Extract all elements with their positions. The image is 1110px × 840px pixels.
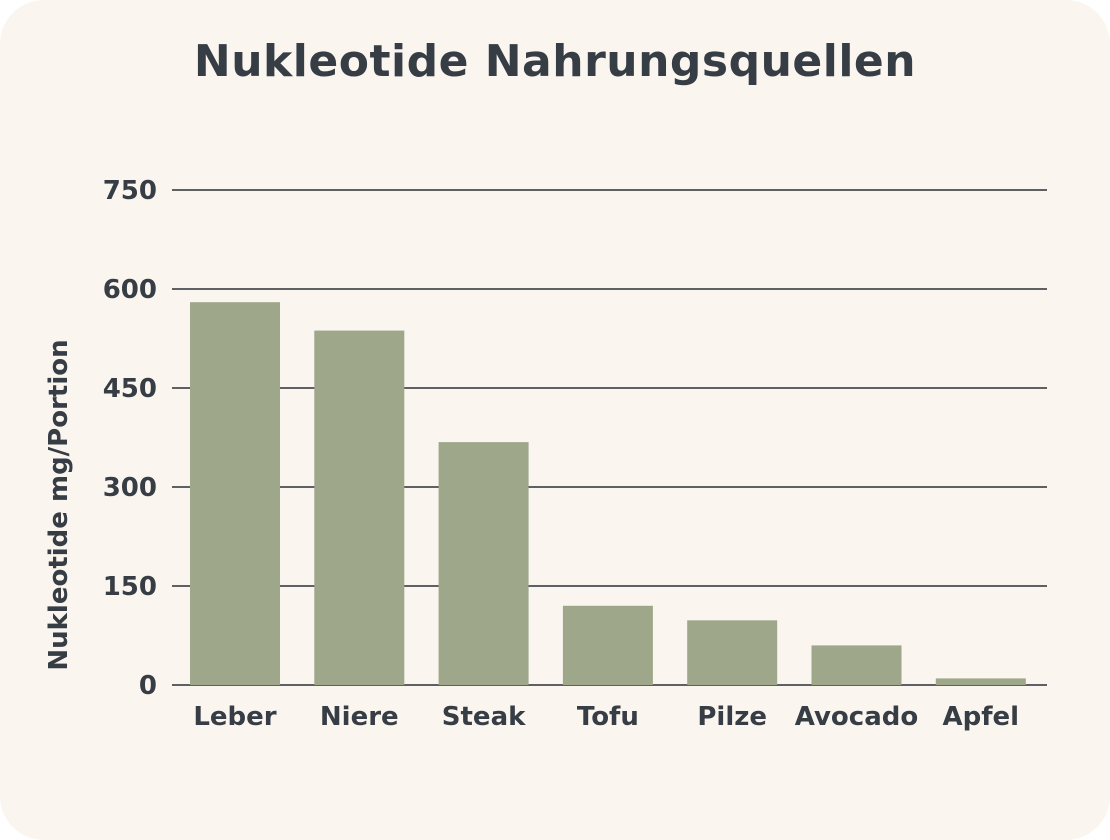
y-tick-labels: 0 150 300 450 600 750 bbox=[103, 176, 157, 701]
x-tick-label: Pilze bbox=[697, 702, 767, 732]
x-tick-label: Steak bbox=[442, 702, 526, 732]
bars bbox=[190, 302, 1026, 685]
x-tick-labels: Leber Niere Steak Tofu Pilze Avocado Apfel bbox=[193, 702, 1019, 732]
x-tick-label: Leber bbox=[193, 702, 276, 732]
y-axis-label: Nukleotide mg/Portion bbox=[44, 339, 74, 670]
bar-avocado bbox=[811, 645, 902, 685]
y-tick-label: 150 bbox=[103, 572, 157, 602]
x-tick-label: Apfel bbox=[943, 702, 1020, 732]
y-tick-label: 0 bbox=[139, 671, 157, 701]
bar-tofu bbox=[562, 605, 653, 685]
chart-title: Nukleotide Nahrungsquellen bbox=[193, 36, 917, 87]
bar-apfel bbox=[935, 678, 1026, 685]
bar-leber bbox=[190, 302, 280, 685]
bar-pilze bbox=[687, 620, 778, 685]
y-tick-label: 600 bbox=[103, 275, 157, 305]
x-tick-label: Niere bbox=[320, 702, 399, 732]
bar-niere bbox=[314, 330, 405, 685]
y-tick-label: 450 bbox=[103, 374, 157, 404]
x-tick-label: Tofu bbox=[577, 702, 639, 732]
y-tick-label: 750 bbox=[103, 176, 157, 206]
bar-steak bbox=[438, 442, 529, 685]
x-tick-label: Avocado bbox=[795, 702, 918, 732]
y-tick-label: 300 bbox=[103, 473, 157, 503]
